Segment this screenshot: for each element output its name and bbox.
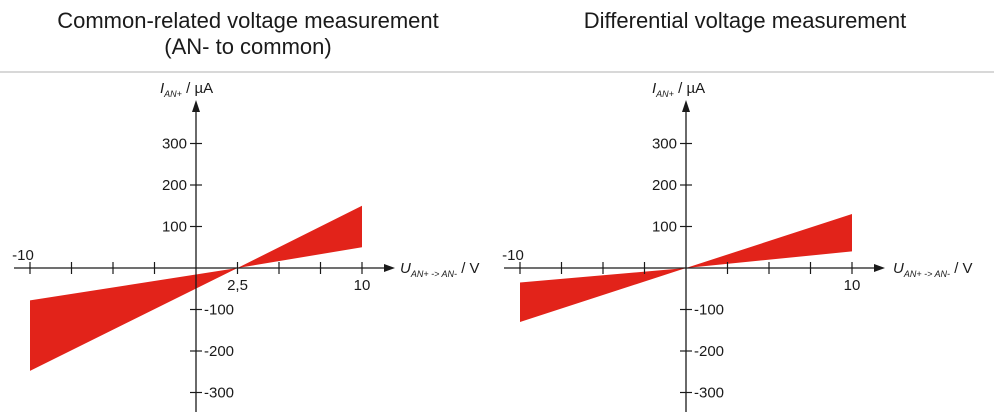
common-y-tick-label: 200 [162, 177, 187, 194]
common-x-axis-arrow [384, 264, 395, 272]
title-line-2: (AN- to common) [164, 34, 332, 59]
common-x-axis-label: UAN+ -> AN- / V [400, 260, 480, 279]
differential-y-tick-label: -100 [694, 302, 724, 319]
common-y-tick-label: -200 [204, 343, 234, 360]
title-line: Differential voltage measurement [583, 8, 907, 33]
common-y-tick-label: 300 [162, 136, 187, 153]
differential-y-axis-arrow [682, 100, 690, 112]
chart-title-common-related: Common-related voltage measurement (AN- … [0, 8, 496, 60]
differential-y-tick-label: -300 [694, 385, 724, 402]
differential-y-tick-label: -200 [694, 343, 724, 360]
differential-x-tick-label: -10 [502, 247, 524, 264]
differential-x-axis-arrow [874, 264, 885, 272]
common-x-tick-label: 2,5 [227, 277, 248, 294]
common-x-tick-label: 10 [354, 277, 371, 294]
common-y-tick-label: 100 [162, 219, 187, 236]
differential-y-axis-label: IAN+ / µA [652, 80, 705, 99]
common-y-tick-label: -100 [204, 302, 234, 319]
differential-y-tick-label: 100 [652, 219, 677, 236]
differential-y-tick-label: 300 [652, 136, 677, 153]
differential-x-tick-label: 10 [844, 277, 861, 294]
differential-x-axis-label: UAN+ -> AN- / V [893, 260, 973, 279]
differential-y-tick-label: 200 [652, 177, 677, 194]
common-x-tick-label: -10 [12, 247, 34, 264]
common-y-axis-arrow [192, 100, 200, 112]
common-y-axis-label: IAN+ / µA [160, 80, 213, 99]
title-line-1: Common-related voltage measurement [57, 8, 439, 33]
common-y-tick-label: -300 [204, 385, 234, 402]
chart-title-differential: Differential voltage measurement [496, 8, 994, 34]
